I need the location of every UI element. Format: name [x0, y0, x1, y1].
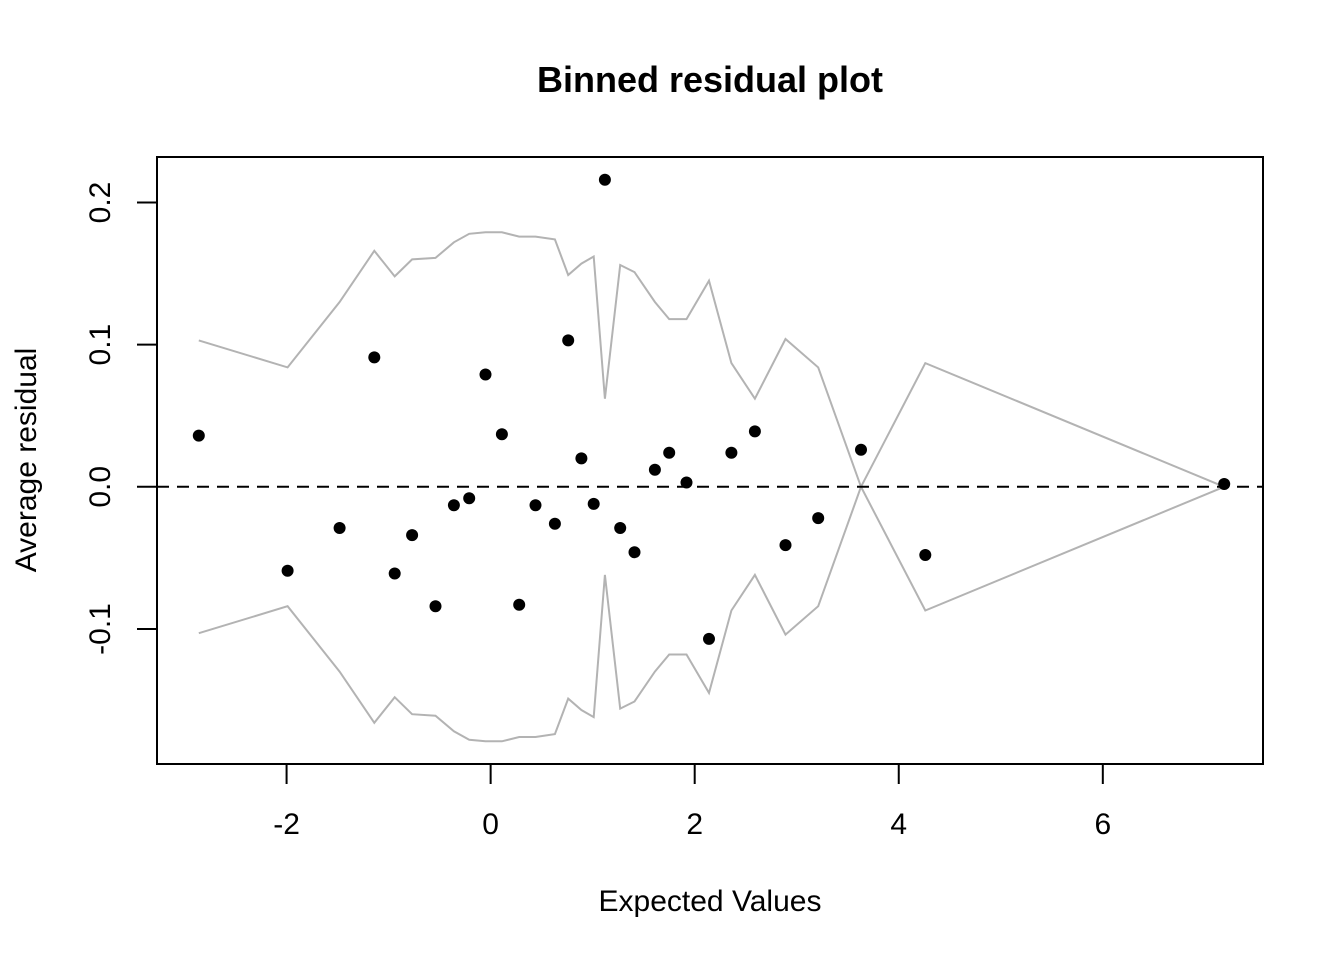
plot-frame: [156, 156, 1264, 765]
x-tick-label: -2: [273, 808, 300, 841]
data-point: [812, 512, 825, 525]
data-point: [587, 497, 600, 510]
y-tick-label: -0.1: [84, 603, 117, 655]
data-point: [1218, 478, 1231, 490]
points-layer: [192, 173, 1231, 645]
data-point: [513, 598, 526, 611]
lower-band-line: [198, 484, 1225, 743]
data-point: [779, 539, 792, 552]
data-point: [575, 452, 588, 465]
x-tick-label: 4: [890, 808, 907, 841]
x-axis-label: Expected Values: [599, 885, 822, 918]
data-point: [281, 564, 294, 577]
data-point: [748, 425, 761, 438]
y-tick-label: 0.2: [84, 182, 117, 224]
data-point: [447, 499, 460, 512]
data-point: [192, 429, 205, 442]
data-point: [663, 446, 676, 459]
x-tick-label: 0: [482, 808, 499, 841]
data-point: [680, 476, 693, 489]
x-tick-label: 2: [686, 808, 703, 841]
data-point: [855, 443, 867, 456]
data-point: [333, 522, 346, 534]
data-point: [429, 600, 442, 613]
y-tick-label: 0.1: [84, 324, 117, 366]
data-point: [529, 499, 542, 512]
data-point: [406, 529, 419, 542]
x-tick-label: 6: [1094, 808, 1111, 841]
data-point: [495, 428, 508, 441]
data-point: [479, 368, 492, 381]
x-axis: -2 0 2 4 6: [273, 764, 1111, 841]
chart-title: Binned residual plot: [537, 59, 883, 100]
y-axis: -0.1 0.0 0.1 0.2: [84, 182, 157, 655]
data-point: [463, 492, 476, 505]
data-point: [368, 351, 381, 364]
data-point: [725, 446, 738, 459]
data-point: [648, 463, 661, 476]
data-point: [598, 173, 611, 186]
data-point: [562, 334, 575, 347]
data-point: [548, 517, 561, 530]
data-point: [628, 546, 641, 559]
data-point: [919, 549, 932, 561]
data-point: [703, 632, 715, 645]
data-point: [388, 567, 401, 580]
y-axis-label: Average residual: [10, 348, 43, 573]
error-band-layer: [198, 231, 1225, 743]
upper-band-line: [198, 231, 1225, 490]
y-tick-label: 0.0: [84, 466, 117, 508]
data-point: [614, 522, 627, 534]
